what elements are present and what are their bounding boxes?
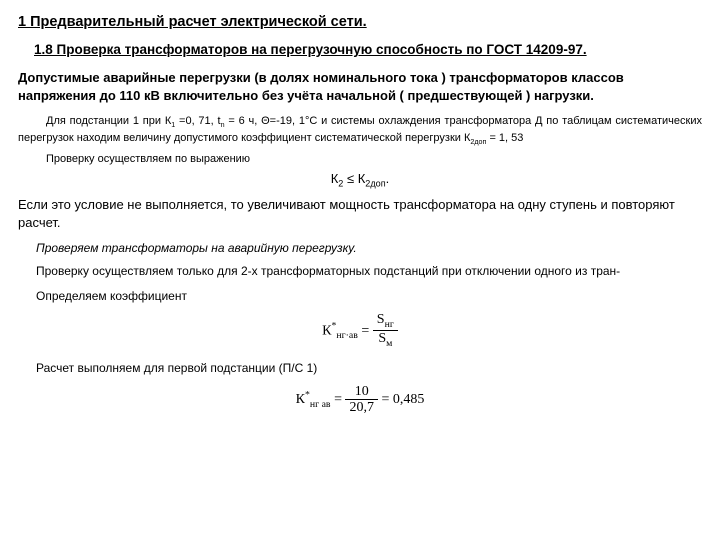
allowed-overloads-para: Допустимые аварийные перегрузки (в долях…: [18, 69, 702, 104]
section-subtitle: 1.8 Проверка трансформаторов на перегруз…: [34, 42, 702, 57]
calc-first: Расчет выполняем для первой подстанции (…: [36, 360, 702, 376]
check-emergency: Проверяем трансформаторы на аварийную пе…: [36, 241, 702, 255]
define-coef: Определяем коэффициент: [36, 288, 702, 304]
formula-1: К*нг·ав = SнгSм: [18, 312, 702, 350]
condition-para: Если это условие не выполняется, то увел…: [18, 196, 702, 231]
substation-para: Для подстанции 1 при К1 =0, 71, tn = 6 ч…: [18, 114, 702, 148]
chapter-title: 1 Предварительный расчет электрической с…: [18, 14, 702, 30]
formula-2: К*нг ав = 1020,7 = 0,485: [18, 384, 702, 416]
check-line: Проверку осуществляем по выражению: [18, 152, 702, 167]
inequality-expression: К2 ≤ К2доп.: [18, 171, 702, 189]
check-only: Проверку осуществляем только для 2-х тра…: [36, 263, 702, 279]
